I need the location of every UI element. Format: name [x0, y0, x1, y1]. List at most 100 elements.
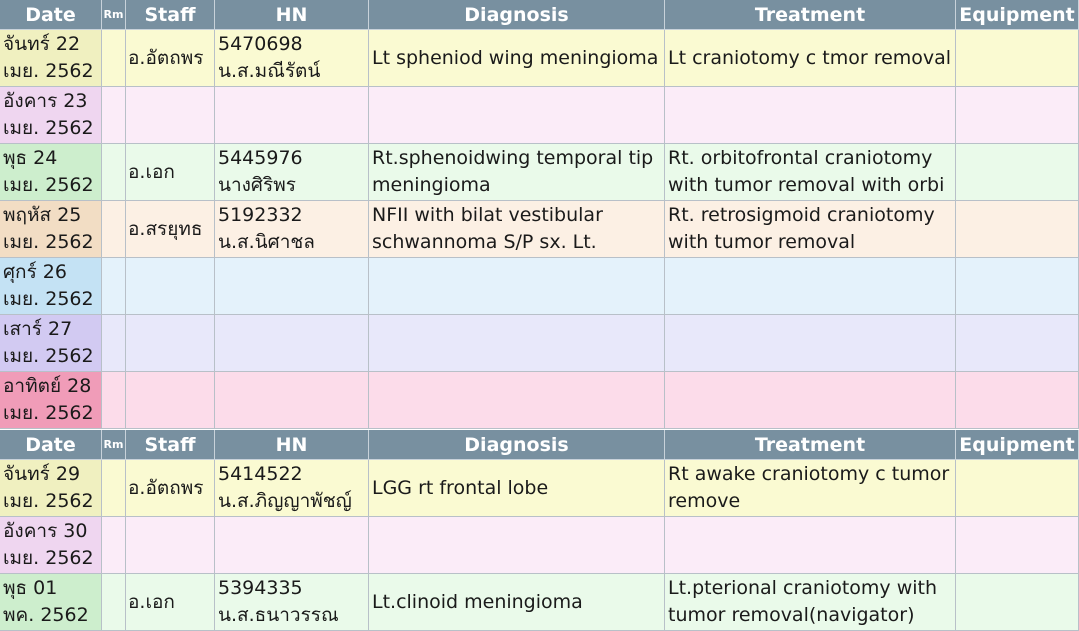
staff-cell[interactable]: อ.เอก — [126, 144, 215, 201]
diagnosis-cell[interactable]: LGG rt frontal lobe — [369, 460, 665, 517]
staff-cell[interactable] — [126, 87, 215, 144]
hn-cell[interactable] — [215, 258, 369, 315]
diagnosis-cell[interactable]: Lt.clinoid meningioma — [369, 574, 665, 631]
treatment-cell-line1: Rt awake craniotomy c tumor — [668, 463, 950, 485]
rm-cell[interactable] — [102, 372, 126, 429]
header-staff: Staff — [126, 0, 215, 30]
date-cell[interactable]: ศุกร์ 26 เมย. 2562 — [0, 258, 102, 315]
treatment-cell[interactable]: Lt craniotomy c tmor removal — [665, 30, 956, 87]
staff-cell[interactable]: อ.อัตถพร — [126, 460, 215, 517]
date-cell[interactable]: อังคาร 30 เมย. 2562 — [0, 517, 102, 574]
rm-cell[interactable] — [102, 460, 126, 517]
equipment-cell[interactable] — [956, 87, 1079, 144]
treatment-cell[interactable] — [665, 315, 956, 372]
rm-cell[interactable] — [102, 517, 126, 574]
date-cell-line2: เมย. 2562 — [3, 547, 94, 569]
staff-cell[interactable] — [126, 372, 215, 429]
equipment-cell[interactable] — [956, 460, 1079, 517]
date-cell[interactable]: จันทร์ 22 เมย. 2562 — [0, 30, 102, 87]
header-staff: Staff — [126, 430, 215, 460]
equipment-cell[interactable] — [956, 517, 1079, 574]
date-cell-line1: อังคาร 23 — [3, 90, 88, 112]
table-row: พุธ 01 พค. 2562 อ.เอก 5394335 น.ส.ธนาวรรณ Lt.… — [0, 574, 1079, 631]
header-diagnosis: Diagnosis — [369, 430, 665, 460]
header-treatment: Treatment — [665, 430, 956, 460]
hn-cell[interactable]: 5192332 น.ส.นิศาชล — [215, 201, 369, 258]
equipment-cell[interactable] — [956, 30, 1079, 87]
date-cell-line1: พุธ 24 — [3, 147, 58, 169]
equipment-cell[interactable] — [956, 201, 1079, 258]
equipment-cell[interactable] — [956, 574, 1079, 631]
diagnosis-cell[interactable] — [369, 87, 665, 144]
diagnosis-cell[interactable] — [369, 258, 665, 315]
date-cell-line2: เมย. 2562 — [3, 174, 94, 196]
treatment-cell[interactable]: Lt.pterional craniotomy with tumor remova… — [665, 574, 956, 631]
rm-cell[interactable] — [102, 30, 126, 87]
staff-cell[interactable]: อ.สรยุทธ — [126, 201, 215, 258]
diagnosis-cell[interactable] — [369, 315, 665, 372]
treatment-cell-line1: Lt.pterional craniotomy with — [668, 577, 938, 599]
treatment-cell[interactable]: Rt awake craniotomy c tumor remove — [665, 460, 956, 517]
staff-cell[interactable]: อ.เอก — [126, 574, 215, 631]
hn-cell[interactable] — [215, 517, 369, 574]
header-equipment: Equipment — [956, 430, 1079, 460]
staff-cell[interactable] — [126, 315, 215, 372]
date-cell-line1: อังคาร 30 — [3, 520, 88, 542]
staff-cell[interactable] — [126, 517, 215, 574]
diagnosis-cell-line2: meningioma — [372, 174, 491, 196]
treatment-cell-line2: with tumor removal with orbi — [668, 174, 945, 196]
hn-cell[interactable]: 5394335 น.ส.ธนาวรรณ — [215, 574, 369, 631]
hn-cell-line2: น.ส.นิศาชล — [218, 231, 315, 253]
diagnosis-cell[interactable]: NFII with bilat vestibular schwannoma S/P… — [369, 201, 665, 258]
date-cell-line1: อาทิตย์ 28 — [3, 375, 92, 397]
date-cell[interactable]: อังคาร 23 เมย. 2562 — [0, 87, 102, 144]
table-row: จันทร์ 22 เมย. 2562 อ.อัตถพร 5470698 น.ส.มณี… — [0, 30, 1079, 87]
treatment-cell-line1: Rt. orbitofrontal craniotomy — [668, 147, 933, 169]
rm-cell[interactable] — [102, 315, 126, 372]
hn-cell[interactable] — [215, 87, 369, 144]
header-diagnosis: Diagnosis — [369, 0, 665, 30]
rm-cell[interactable] — [102, 574, 126, 631]
date-cell[interactable]: พุธ 24 เมย. 2562 — [0, 144, 102, 201]
date-cell[interactable]: อาทิตย์ 28 เมย. 2562 — [0, 372, 102, 429]
treatment-cell[interactable] — [665, 517, 956, 574]
date-cell[interactable]: พฤหัส 25 เมย. 2562 — [0, 201, 102, 258]
rm-cell[interactable] — [102, 87, 126, 144]
rm-cell[interactable] — [102, 258, 126, 315]
hn-cell-line1: 5394335 — [218, 577, 303, 599]
treatment-cell[interactable]: Rt. retrosigmoid craniotomy with tumor re… — [665, 201, 956, 258]
diagnosis-cell[interactable] — [369, 372, 665, 429]
date-cell-line2: เมย. 2562 — [3, 288, 94, 310]
table-row: อาทิตย์ 28 เมย. 2562 — [0, 372, 1079, 429]
date-cell-line2: เมย. 2562 — [3, 60, 94, 82]
rm-cell[interactable] — [102, 144, 126, 201]
date-cell[interactable]: พุธ 01 พค. 2562 — [0, 574, 102, 631]
equipment-cell[interactable] — [956, 258, 1079, 315]
hn-cell[interactable]: 5414522 น.ส.ภิญญาพัชญ์ — [215, 460, 369, 517]
treatment-cell[interactable] — [665, 87, 956, 144]
equipment-cell[interactable] — [956, 315, 1079, 372]
treatment-cell-line2: with tumor removal — [668, 231, 856, 253]
staff-cell[interactable] — [126, 258, 215, 315]
date-cell[interactable]: จันทร์ 29 เมย. 2562 — [0, 460, 102, 517]
diagnosis-cell[interactable]: Rt.sphenoidwing temporal tip meningioma — [369, 144, 665, 201]
treatment-cell[interactable]: Rt. orbitofrontal craniotomy with tumor r… — [665, 144, 956, 201]
hn-cell[interactable] — [215, 372, 369, 429]
table-row: ศุกร์ 26 เมย. 2562 — [0, 258, 1079, 315]
rm-cell[interactable] — [102, 201, 126, 258]
equipment-cell[interactable] — [956, 144, 1079, 201]
treatment-cell[interactable] — [665, 372, 956, 429]
date-cell-line1: จันทร์ 29 — [3, 463, 81, 485]
equipment-cell[interactable] — [956, 372, 1079, 429]
diagnosis-cell[interactable]: Lt spheniod wing meningioma — [369, 30, 665, 87]
staff-cell[interactable]: อ.อัตถพร — [126, 30, 215, 87]
treatment-cell[interactable] — [665, 258, 956, 315]
diagnosis-cell[interactable] — [369, 517, 665, 574]
hn-cell[interactable]: 5470698 น.ส.มณีรัตน์ — [215, 30, 369, 87]
hn-cell-line1: 5414522 — [218, 463, 303, 485]
hn-cell[interactable] — [215, 315, 369, 372]
hn-cell[interactable]: 5445976 นางศิริพร — [215, 144, 369, 201]
hn-cell-line2: น.ส.ภิญญาพัชญ์ — [218, 490, 352, 512]
date-cell[interactable]: เสาร์ 27 เมย. 2562 — [0, 315, 102, 372]
